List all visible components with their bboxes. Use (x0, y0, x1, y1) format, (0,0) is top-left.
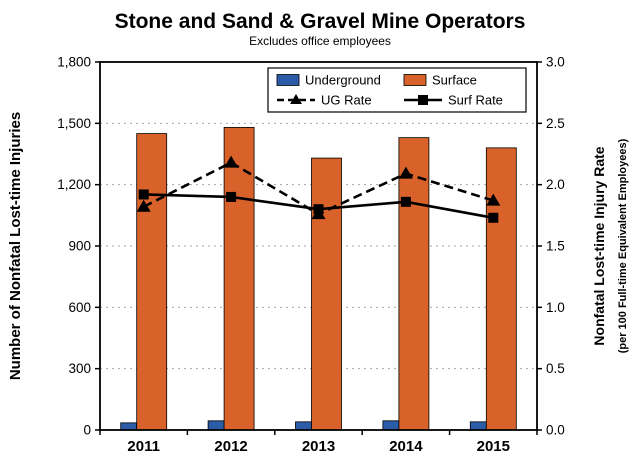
bar-surface (485, 147, 517, 431)
x-tick-label: 2015 (477, 438, 510, 455)
right-tick-label: 2.0 (546, 177, 565, 192)
legend-marker-triangle (290, 94, 302, 104)
legend-swatch-surface (403, 74, 427, 86)
marker-square (400, 196, 411, 207)
right-tick-label: 0.0 (546, 423, 565, 438)
legend-label: Surface (432, 73, 477, 88)
bar-underground (295, 421, 312, 431)
right-tick-label: 3.0 (546, 55, 565, 70)
legend-label: Surf Rate (448, 93, 503, 108)
marker-triangle (224, 155, 239, 168)
left-tick-label: 600 (68, 300, 91, 315)
marker-square (226, 191, 237, 202)
legend-marker-square (418, 95, 428, 105)
legend-swatch-underground (276, 74, 300, 86)
legend-label: Underground (305, 73, 381, 88)
marker-triangle (398, 166, 413, 179)
bar-underground (382, 420, 400, 431)
marker-square (138, 189, 149, 200)
x-tick-label: 2013 (302, 438, 335, 455)
marker-triangle (136, 199, 151, 212)
chart-title: Stone and Sand & Gravel Mine Operators (115, 10, 526, 33)
bar-underground (120, 422, 138, 431)
bar-surface (398, 137, 430, 431)
right-tick-label: 1.5 (546, 239, 565, 254)
bar-underground (469, 421, 487, 431)
marker-square (313, 204, 324, 215)
right-tick-label: 0.5 (546, 361, 565, 376)
left-axis-title: Number of Nonfatal Lost-time Injuries (7, 112, 24, 380)
right-tick-label: 2.5 (546, 116, 565, 131)
bar-underground (207, 420, 225, 431)
left-tick-label: 300 (68, 361, 91, 376)
legend-label: UG Rate (321, 93, 372, 108)
left-tick-label: 1,500 (57, 116, 91, 131)
legend-box (267, 67, 527, 113)
right-axis-title: Nonfatal Lost-time Injury Rate (591, 146, 607, 345)
marker-square (488, 212, 499, 223)
x-tick-label: 2011 (127, 438, 160, 455)
x-tick-label: 2012 (214, 438, 247, 455)
bar-surface (311, 157, 342, 431)
plot-area: 0 300 600 900 1,200 1,500 1,800 0.0 0.5 1.0 1.5 2.0… (57, 55, 565, 456)
left-tick-label: 0 (83, 423, 91, 438)
right-tick-label: 1.0 (546, 300, 565, 315)
x-tick-label: 2014 (389, 438, 423, 455)
left-tick-label: 1,200 (57, 177, 91, 192)
marker-triangle (486, 193, 501, 206)
bar-surface (136, 133, 168, 431)
left-tick-label: 1,800 (57, 55, 91, 70)
right-axis-subtitle: (per 100 Full-time Equivalent Employees) (617, 138, 629, 353)
left-tick-label: 900 (68, 239, 91, 254)
chart-subtitle: Excludes office employees (249, 34, 391, 48)
